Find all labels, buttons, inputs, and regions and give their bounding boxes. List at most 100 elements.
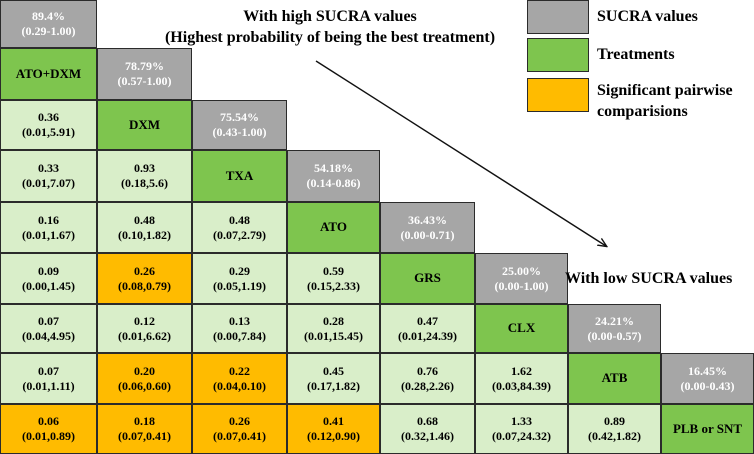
comparison-estimate: 0.09 (38, 263, 59, 278)
significant-comparison-cell: 0.20 (0.06,0.60) (97, 353, 192, 404)
comparison-ci: (0.01,5.91) (22, 125, 75, 139)
comparison-ci: (0.07,2.79) (213, 227, 266, 242)
comparison-estimate: 0.68 (417, 414, 438, 428)
treatment-cell: CLX (475, 304, 568, 353)
comparison-ci: (0.00,1.45) (22, 278, 75, 293)
comparison-estimate: 0.07 (38, 363, 59, 378)
comparison-estimate: 0.48 (229, 212, 250, 227)
comparison-ci: (0.01,1.67) (22, 227, 75, 242)
comparison-cell: 0.48 (0.10,1.82) (97, 202, 192, 253)
sucra-ci: (0.57-1.00) (117, 74, 172, 88)
significant-comparison-cell: 0.22 (0.04,0.10) (192, 353, 287, 404)
comparison-estimate: 0.48 (134, 212, 155, 227)
low-sucra-annotation: With low SUCRA values (565, 270, 733, 287)
treatment-name: PLB or SNT (672, 420, 743, 436)
comparison-ci: (0.07,0.41) (118, 429, 171, 443)
comparison-ci: (0.10,1.82) (118, 227, 171, 242)
comparison-estimate: 0.93 (134, 161, 155, 175)
high-sucra-line1: With high SUCRA values (243, 8, 417, 25)
treatment-name: ATB (601, 370, 628, 386)
comparison-cell: 0.09 (0.00,1.45) (0, 253, 97, 304)
comparison-estimate: 0.20 (134, 363, 155, 378)
comparison-ci: (0.32,1.46) (401, 429, 454, 443)
treatment-cell: DXM (97, 100, 192, 150)
treatment-name: GRS (414, 270, 441, 286)
high-sucra-annotation: With high SUCRA values (Highest probabil… (140, 6, 520, 48)
comparison-estimate: 0.29 (229, 263, 250, 278)
significant-comparison-cell: 0.41 (0.12,0.90) (287, 404, 380, 454)
comparison-cell: 0.45 (0.17,1.82) (287, 353, 380, 404)
legend-swatch-significant (527, 78, 589, 112)
comparison-ci: (0.01,15.45) (304, 328, 363, 343)
comparison-ci: (0.03,84.39) (492, 378, 551, 393)
sucra-cell: 25.00% (0.00-1.00) (475, 253, 568, 304)
comparison-cell: 1.33 (0.07,24.32) (475, 404, 568, 454)
treatment-name: DXM (128, 116, 161, 132)
comparison-estimate: 0.26 (229, 414, 250, 428)
comparison-cell: 0.13 (0.00,7.84) (192, 304, 287, 353)
legend-label-significant-line2: comparisions (597, 103, 688, 120)
sucra-ci: (0.43-1.00) (212, 125, 267, 139)
sucra-ci: (0.29-1.00) (21, 24, 76, 38)
comparison-cell: 0.07 (0.04,4.95) (0, 304, 97, 353)
legend-swatch-treatments (527, 38, 589, 72)
comparison-ci: (0.01,24.39) (398, 328, 457, 343)
comparison-ci: (0.04,4.95) (22, 328, 75, 343)
comparison-ci: (0.28,2.26) (401, 378, 454, 393)
comparison-cell: 0.36 (0.01,5.91) (0, 100, 97, 150)
sucra-value: 78.79% (125, 59, 164, 73)
comparison-ci: (0.12,0.90) (307, 429, 360, 443)
treatment-name: ATO+DXM (15, 65, 82, 81)
sucra-cell: 75.54% (0.43-1.00) (192, 100, 287, 150)
comparison-ci: (0.01,0.89) (22, 429, 75, 443)
comparison-estimate: 0.45 (323, 363, 344, 378)
comparison-cell: 0.89 (0.42,1.82) (568, 404, 661, 454)
comparison-cell: 0.59 (0.15,2.33) (287, 253, 380, 304)
treatment-name: TXA (225, 167, 254, 183)
comparison-cell: 0.16 (0.01,1.67) (0, 202, 97, 253)
treatment-cell: ATO+DXM (0, 48, 97, 100)
legend-label-sucra: SUCRA values (597, 8, 698, 25)
comparison-estimate: 0.33 (38, 161, 59, 175)
comparison-estimate: 0.26 (134, 263, 155, 278)
comparison-ci: (0.01,7.07) (22, 176, 75, 190)
treatment-name: ATO (320, 219, 347, 235)
sucra-ci: (0.00-0.57) (587, 328, 642, 343)
comparison-cell: 0.33 (0.01,7.07) (0, 150, 97, 202)
sucra-cell: 89.4% (0.29-1.00) (0, 0, 97, 48)
significant-comparison-cell: 0.26 (0.08,0.79) (97, 253, 192, 304)
comparison-ci: (0.15,2.33) (307, 278, 360, 293)
treatment-cell: ATB (568, 353, 661, 404)
comparison-estimate: 0.07 (38, 313, 59, 328)
comparison-estimate: 0.59 (323, 263, 344, 278)
sucra-cell: 78.79% (0.57-1.00) (97, 48, 192, 100)
sucra-value: 54.18% (314, 161, 353, 175)
comparison-cell: 0.12 (0.01,6.62) (97, 304, 192, 353)
arrow-line (315, 60, 606, 246)
comparison-cell: 0.76 (0.28,2.26) (380, 353, 475, 404)
comparison-estimate: 0.18 (134, 414, 155, 428)
comparison-ci: (0.42,1.82) (588, 429, 641, 443)
sucra-value: 24.21% (595, 313, 634, 328)
comparison-estimate: 0.16 (38, 212, 59, 227)
comparison-estimate: 0.06 (38, 414, 59, 428)
sucra-ci: (0.00-0.71) (400, 227, 455, 242)
comparison-ci: (0.06,0.60) (118, 378, 171, 393)
comparison-cell: 0.47 (0.01,24.39) (380, 304, 475, 353)
treatment-cell: GRS (380, 253, 475, 304)
sucra-value: 75.54% (220, 110, 259, 124)
comparison-cell: 0.29 (0.05,1.19) (192, 253, 287, 304)
high-sucra-line2: (Highest probability of being the best t… (164, 29, 496, 46)
sucra-value: 89.4% (32, 9, 65, 23)
treatment-cell: TXA (192, 150, 287, 202)
comparison-estimate: 1.62 (511, 363, 532, 378)
sucra-cell: 24.21% (0.00-0.57) (568, 304, 661, 353)
significant-comparison-cell: 0.26 (0.07,0.41) (192, 404, 287, 454)
sucra-cell: 54.18% (0.14-0.86) (287, 150, 380, 202)
comparison-estimate: 0.76 (417, 363, 438, 378)
treatment-cell: PLB or SNT (661, 404, 754, 454)
comparison-estimate: 1.33 (511, 414, 532, 428)
comparison-ci: (0.08,0.79) (118, 278, 171, 293)
comparison-estimate: 0.36 (38, 110, 59, 124)
